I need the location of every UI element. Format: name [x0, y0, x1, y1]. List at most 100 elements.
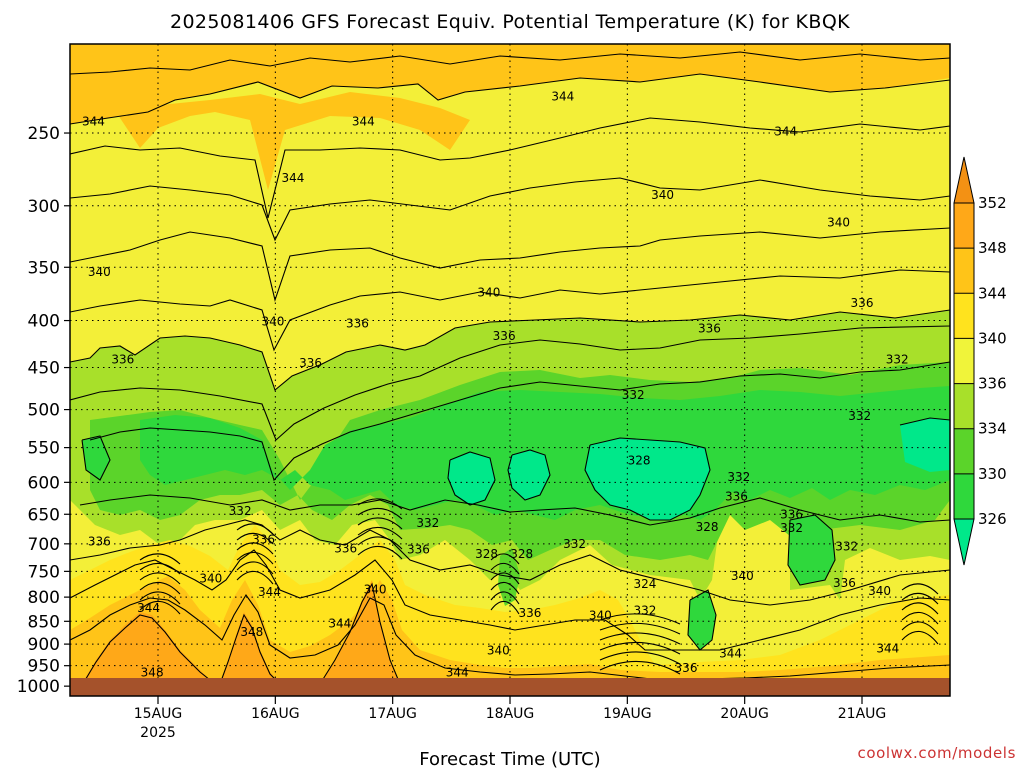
x-tick-label: 18AUG [486, 706, 535, 722]
x-tick-label: 19AUG [603, 706, 652, 722]
contour-label: 336 [518, 606, 541, 620]
y-tick-label: 950 [28, 657, 60, 677]
contour-line [447, 451, 496, 506]
contour-label: 332 [229, 504, 252, 518]
contour-line [357, 536, 403, 550]
theta-e-band [900, 418, 950, 472]
x-tick-label: 21AUG [838, 706, 887, 722]
ground-band [70, 678, 950, 696]
credit-link[interactable]: coolwx.com/models [858, 744, 1017, 762]
theta-e-band [140, 386, 950, 520]
contour-label: 340 [487, 644, 510, 658]
contour-line [599, 613, 681, 625]
y-tick-label: 800 [28, 588, 60, 608]
contour-line [357, 517, 403, 530]
contour-label: 344 [137, 601, 160, 615]
contour-line [81, 435, 111, 481]
contour-label: 340 [364, 583, 387, 597]
theta-e-band [84, 612, 215, 684]
contour-line [70, 227, 950, 302]
colorbar-segment [954, 428, 974, 474]
contour-line [357, 498, 403, 510]
contour-line [236, 542, 274, 555]
contour-line [139, 553, 181, 565]
contour-label: 344 [774, 124, 797, 138]
contour-line [70, 309, 950, 391]
contour-label: 336 [698, 321, 721, 335]
contour-label: 328 [628, 453, 651, 467]
theta-e-band [70, 86, 470, 190]
contour-line [357, 545, 403, 560]
contour-label: 336 [780, 507, 803, 521]
x-axis: 15AUG 2025 16AUG 17AUG 18AUG 19AUG 20AUG 21AUG [134, 696, 887, 741]
contour-label: 328 [696, 520, 719, 534]
contour-label: 336 [299, 356, 322, 370]
colorbar-label: 336 [978, 375, 1007, 393]
contour-line [139, 572, 181, 585]
contour-line [219, 613, 281, 685]
contour-line [70, 549, 950, 651]
contour-label: 344 [876, 642, 899, 656]
contour-label: 336 [725, 490, 748, 504]
x-tick-sublabel: 2025 [140, 725, 176, 741]
contour-line [901, 583, 939, 595]
colorbar-segment [954, 338, 974, 384]
contour-label: 340 [199, 572, 222, 586]
theta-e-band [508, 450, 550, 500]
contour-label: 332 [780, 521, 803, 535]
contour-line [70, 73, 950, 125]
colorbar-label: 352 [978, 194, 1007, 212]
contour-line [319, 582, 401, 685]
contour-line [687, 589, 717, 651]
contour-line [236, 551, 274, 565]
contour-label: 332 [622, 388, 645, 402]
contour-label: 344 [446, 665, 469, 679]
contour-line [139, 600, 181, 615]
colorbar-label: 348 [978, 239, 1007, 257]
contour-line [236, 561, 274, 575]
contour-line [139, 562, 181, 575]
contour-line [901, 621, 939, 635]
contour-label: 336 [334, 541, 357, 555]
y-tick-label: 400 [28, 312, 60, 332]
contour-label: 340 [88, 265, 111, 279]
contour-label: 336 [851, 296, 874, 310]
colorbar-segment [954, 473, 974, 519]
contour-line [236, 523, 274, 535]
y-axis: 250 300 350 400 450 500 550 600 650 700 750 800 850 9… [17, 124, 70, 697]
contour-line [599, 622, 681, 635]
contour-label: 332 [835, 540, 858, 554]
contour-label: 324 [633, 577, 656, 591]
colorbar-segment [954, 248, 974, 294]
y-tick-label: 250 [28, 124, 60, 144]
x-tick-label: 16AUG [251, 706, 300, 722]
x-tick-label: 20AUG [720, 706, 769, 722]
contour-label: 336 [346, 317, 369, 331]
colorbar-segment [954, 383, 974, 429]
contour-lines [70, 51, 950, 685]
contour-line [599, 641, 681, 655]
colorbar: 326 330 334 336 340 344 348 352 [953, 156, 1007, 566]
x-tick-label: 17AUG [368, 706, 417, 722]
contour-line [70, 177, 950, 242]
contour-line [236, 570, 274, 585]
theta-e-band [320, 580, 400, 684]
contour-line [139, 581, 181, 595]
colorbar-segment [954, 293, 974, 339]
contour-label: 340 [731, 569, 754, 583]
colorbar-label: 326 [978, 510, 1007, 528]
contour-label: 328 [510, 547, 533, 561]
contour-label: 344 [551, 89, 574, 103]
contour-label: 344 [719, 646, 742, 660]
y-tick-label: 450 [28, 359, 60, 379]
y-tick-label: 500 [28, 401, 60, 421]
contour-label: 336 [493, 329, 516, 343]
contour-line [70, 519, 950, 606]
y-tick-label: 350 [28, 258, 60, 278]
contour-label: 340 [827, 216, 850, 230]
y-tick-label: 650 [28, 505, 60, 525]
y-tick-label: 750 [28, 562, 60, 582]
